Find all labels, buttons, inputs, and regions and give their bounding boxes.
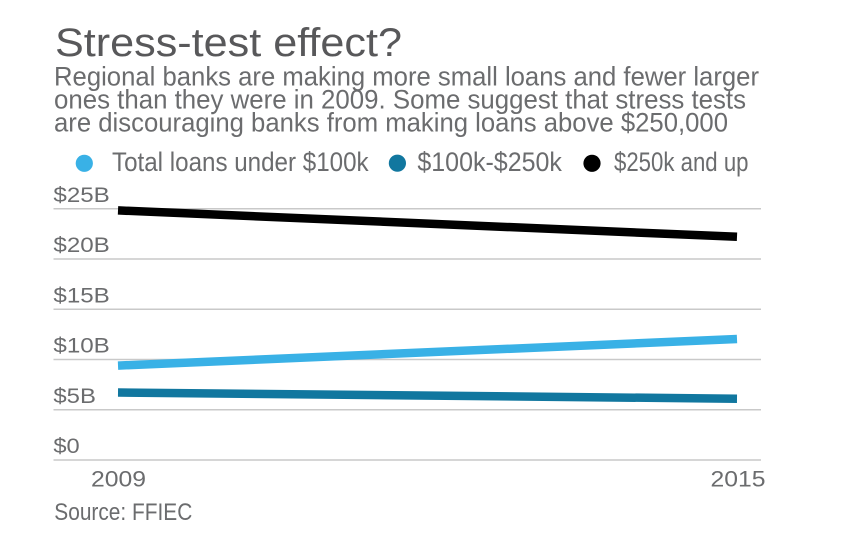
svg-text:$0: $0 [53,433,79,458]
svg-text:Stress-test effect?: Stress-test effect? [55,21,402,65]
svg-text:are discouraging banks from ma: are discouraging banks from making loans… [54,107,728,137]
svg-text:2015: 2015 [711,466,766,491]
svg-text:$100k-$250k: $100k-$250k [417,147,562,177]
svg-text:Total loans under $100k: Total loans under $100k [112,147,369,177]
svg-text:Regional banks are making more: Regional banks are making more small loa… [54,61,759,91]
svg-text:$10B: $10B [53,333,109,358]
svg-text:$15B: $15B [53,282,109,307]
svg-text:$5B: $5B [53,383,96,408]
svg-text:$250k and up: $250k and up [614,147,749,177]
svg-text:$20B: $20B [53,232,109,257]
svg-text:$25B: $25B [53,182,109,207]
svg-text:2009: 2009 [91,466,146,491]
svg-text:Source: FFIEC: Source: FFIEC [54,499,192,526]
svg-text:ones than they were in 2009. S: ones than they were in 2009. Some sugges… [54,84,746,114]
